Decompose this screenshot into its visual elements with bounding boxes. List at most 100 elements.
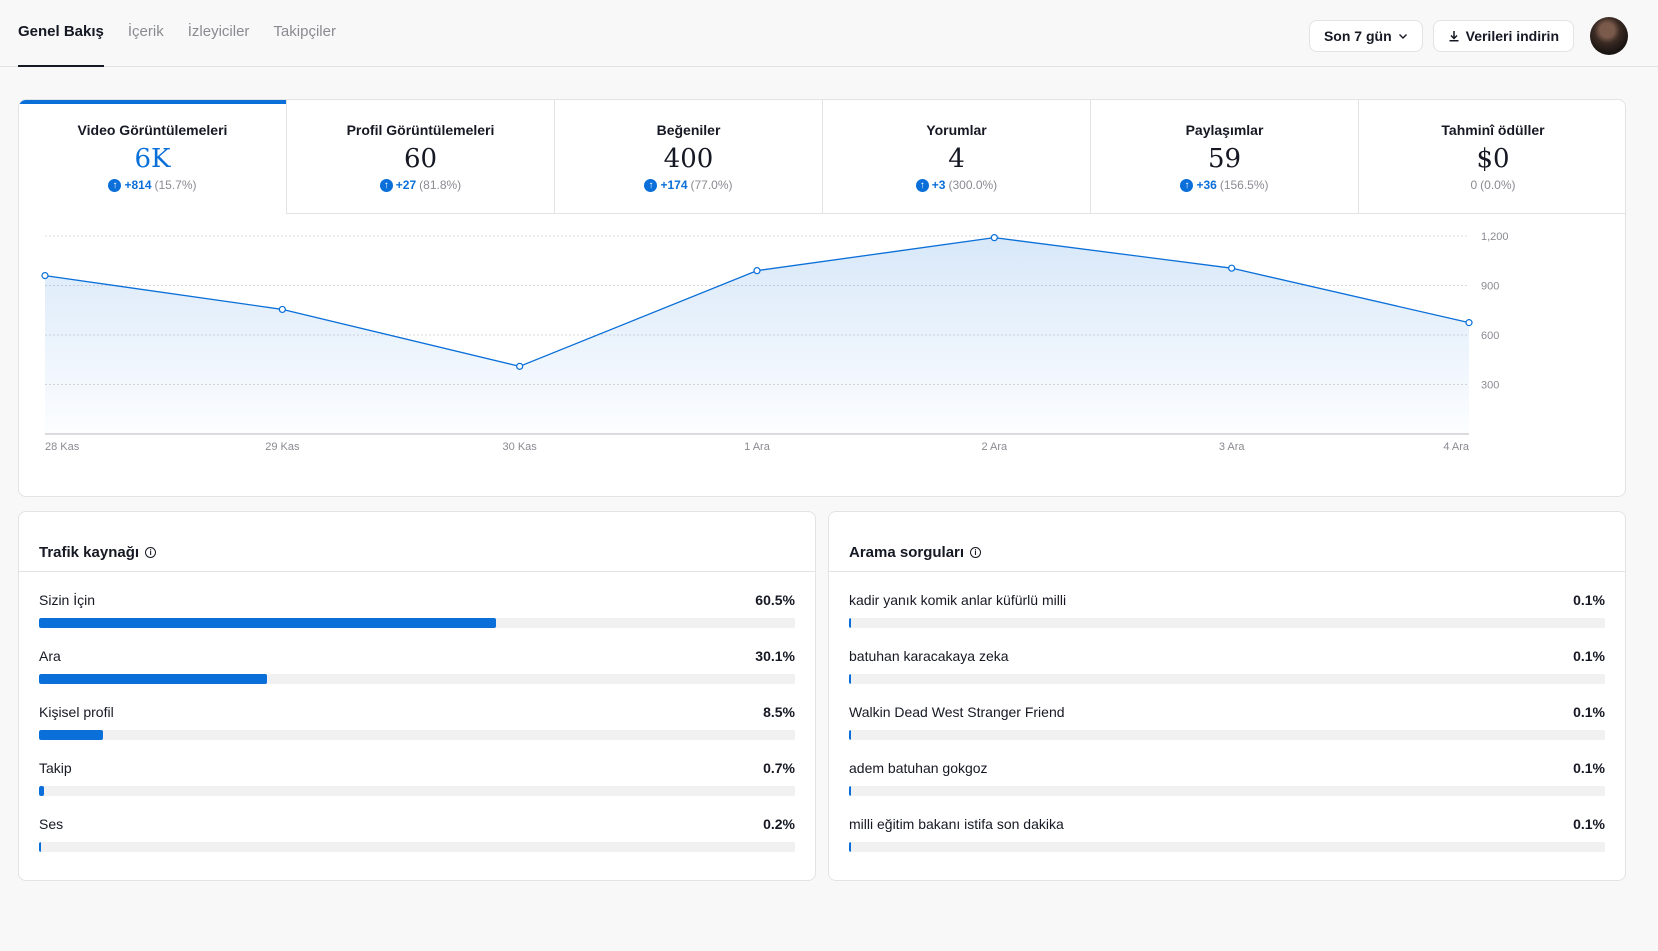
item-percent: 0.1% xyxy=(1573,704,1605,720)
traffic-source-panel: Trafik kaynağı i Sizin İçin 60.5% Ara 30.1%… xyxy=(18,511,816,881)
page-tabs: Genel Bakış İçerik İzleyiciler Takipçile… xyxy=(18,0,360,67)
item-label: Sizin İçin xyxy=(39,592,96,608)
metric-delta: 0 (0.0%) xyxy=(1359,178,1625,192)
metric-value: 4 xyxy=(948,144,965,174)
traffic-list: Sizin İçin 60.5% Ara 30.1% Kişisel profil 8.5… xyxy=(19,572,815,872)
item-label: milli eğitim bakanı istifa son dakika xyxy=(849,816,1064,832)
metric-delta: ↑ +3 (300.0%) xyxy=(823,178,1090,192)
metric-value: 60 xyxy=(403,144,438,174)
metric-estimated-rewards[interactable]: Tahminî ödüller $0 0 (0.0%) xyxy=(1359,100,1625,214)
progress-track xyxy=(39,674,795,684)
list-item: Takip 0.7% xyxy=(39,760,795,816)
progress-fill xyxy=(39,730,104,740)
item-percent: 0.1% xyxy=(1573,592,1605,608)
progress-fill xyxy=(39,842,41,852)
delta-percent: (0.0%) xyxy=(1480,178,1516,192)
data-point[interactable] xyxy=(1465,319,1473,327)
item-label: batuhan karacakaya zeka xyxy=(849,648,1009,664)
metric-label: Video Görüntülemeleri xyxy=(77,122,228,138)
top-bar: Genel Bakış İçerik İzleyiciler Takipçile… xyxy=(0,0,1658,67)
date-range-label: Son 7 gün xyxy=(1323,28,1392,44)
data-point[interactable] xyxy=(990,234,998,242)
delta-value: +3 xyxy=(931,178,946,192)
panel-header: Trafik kaynağı i xyxy=(19,512,815,572)
info-icon[interactable]: i xyxy=(145,547,157,558)
metric-label: Beğeniler xyxy=(656,122,721,138)
metric-label: Profil Görüntülemeleri xyxy=(346,122,495,138)
progress-fill xyxy=(849,730,851,740)
delta-value: +814 xyxy=(124,178,152,192)
arrow-up-icon: ↑ xyxy=(915,178,929,192)
x-tick-label: 29 Kas xyxy=(265,441,300,453)
tab-content[interactable]: İçerik xyxy=(127,23,164,40)
list-item: adem batuhan gokgoz 0.1% xyxy=(849,760,1605,816)
views-chart-svg: 300 600 900 1,200 28 Kas 29 Kas 30 Kas 1 Ara 2 … xyxy=(41,231,1509,453)
progress-fill xyxy=(849,618,851,628)
metric-delta: ↑ +174 (77.0%) xyxy=(555,178,822,192)
date-range-dropdown[interactable]: Son 7 gün xyxy=(1308,20,1423,52)
download-icon xyxy=(1449,31,1459,42)
progress-fill xyxy=(39,618,497,628)
metric-delta: ↑ +814 (15.7%) xyxy=(19,178,286,192)
tab-followers[interactable]: Takipçiler xyxy=(273,23,336,40)
item-percent: 30.1% xyxy=(755,648,795,664)
progress-fill xyxy=(849,786,851,796)
delta-value: +27 xyxy=(395,178,417,192)
views-chart: 300 600 900 1,200 28 Kas 29 Kas 30 Kas 1 Ara 2 … xyxy=(19,214,1625,496)
metric-likes[interactable]: Beğeniler 400 ↑ +174 (77.0%) xyxy=(555,100,823,214)
delta-percent: (77.0%) xyxy=(690,178,733,192)
panel-header: Arama sorguları i xyxy=(829,512,1625,572)
item-label: Ara xyxy=(39,648,61,664)
metric-video-views[interactable]: Video Görüntülemeleri 6K ↑ +814 (15.7%) xyxy=(19,100,287,214)
x-tick-label: 30 Kas xyxy=(503,441,538,453)
progress-fill xyxy=(849,674,851,684)
item-label: Ses xyxy=(39,816,64,832)
item-percent: 8.5% xyxy=(763,704,795,720)
metric-value: 6K xyxy=(134,144,171,174)
progress-track xyxy=(849,786,1605,796)
list-item: Sizin İçin 60.5% xyxy=(39,592,795,648)
progress-track xyxy=(39,842,795,852)
metric-label: Yorumlar xyxy=(926,122,987,138)
metric-shares[interactable]: Paylaşımlar 59 ↑ +36 (156.5%) xyxy=(1091,100,1359,214)
delta-percent: (81.8%) xyxy=(419,178,462,192)
list-item: Kişisel profil 8.5% xyxy=(39,704,795,760)
item-label: adem batuhan gokgoz xyxy=(849,760,988,776)
item-percent: 0.1% xyxy=(1573,816,1605,832)
item-percent: 0.1% xyxy=(1573,648,1605,664)
metric-label: Paylaşımlar xyxy=(1185,122,1264,138)
progress-fill xyxy=(39,786,45,796)
metric-value: 400 xyxy=(663,144,714,174)
item-label: Kişisel profil xyxy=(39,704,114,720)
progress-track xyxy=(849,842,1605,852)
progress-track xyxy=(849,730,1605,740)
y-tick-label: 900 xyxy=(1481,281,1499,293)
list-item: Ara 30.1% xyxy=(39,648,795,704)
progress-fill xyxy=(39,674,267,684)
search-queries-panel: Arama sorguları i kadir yanık komik anla… xyxy=(828,511,1626,881)
item-percent: 0.2% xyxy=(763,816,795,832)
data-point[interactable] xyxy=(753,267,761,275)
progress-track xyxy=(39,786,795,796)
data-point[interactable] xyxy=(516,362,524,370)
data-point[interactable] xyxy=(278,305,286,314)
info-icon[interactable]: i xyxy=(970,547,982,558)
item-percent: 0.7% xyxy=(763,760,795,776)
avatar[interactable] xyxy=(1590,17,1628,55)
metric-comments[interactable]: Yorumlar 4 ↑ +3 (300.0%) xyxy=(823,100,1091,214)
data-point[interactable] xyxy=(41,271,49,280)
tab-overview[interactable]: Genel Bakış xyxy=(18,0,104,67)
data-point[interactable] xyxy=(1228,264,1236,272)
x-tick-label: 3 Ara xyxy=(1219,441,1246,453)
download-data-button[interactable]: Verileri indirin xyxy=(1432,20,1574,52)
delta-percent: (300.0%) xyxy=(948,178,998,192)
list-item: batuhan karacakaya zeka 0.1% xyxy=(849,648,1605,704)
metric-profile-views[interactable]: Profil Görüntülemeleri 60 ↑ +27 (81.8%) xyxy=(287,100,555,214)
progress-track xyxy=(849,674,1605,684)
metric-value: 59 xyxy=(1207,144,1242,174)
x-tick-label: 28 Kas xyxy=(45,441,80,453)
arrow-up-icon: ↑ xyxy=(108,178,122,192)
delta-value: +174 xyxy=(660,178,688,192)
tab-viewers[interactable]: İzleyiciler xyxy=(187,23,250,40)
metric-delta: ↑ +27 (81.8%) xyxy=(287,178,554,192)
